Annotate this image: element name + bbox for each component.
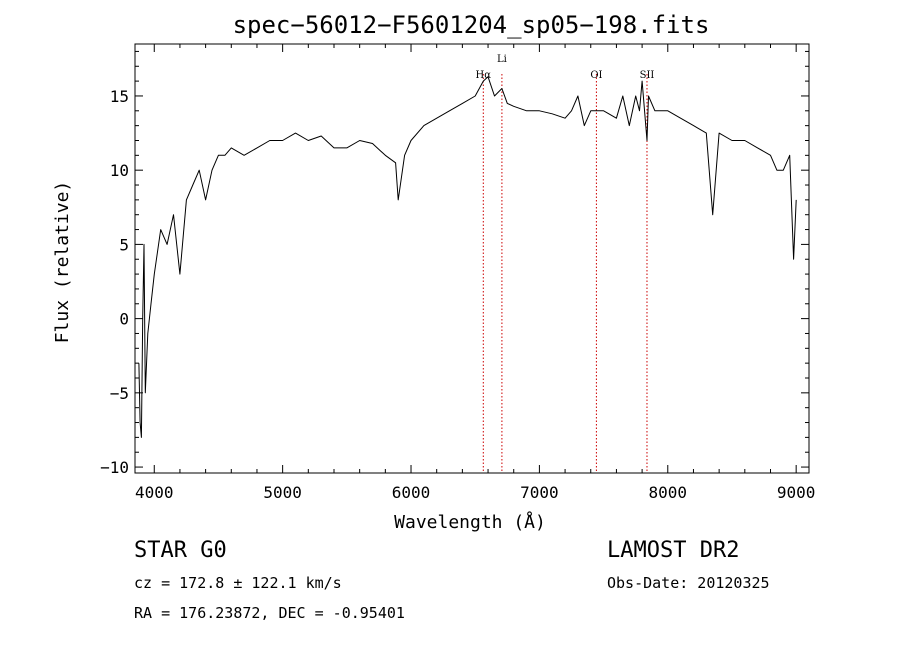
x-tick-label-3: 7000: [520, 483, 559, 502]
ra-dec-coordinates: RA = 176.23872, DEC = -0.95401: [134, 604, 405, 622]
x-tick-label-1: 5000: [263, 483, 302, 502]
chart-title: spec−56012−F5601204_sp05−198.fits: [233, 11, 710, 39]
x-axis-ticks: 4000 5000 6000 7000 8000 9000: [135, 44, 815, 502]
observation-date: Obs-Date: 20120325: [607, 574, 770, 592]
reference-lines: [482, 74, 648, 473]
x-tick-label-0: 4000: [135, 483, 174, 502]
survey-name: LAMOST DR2: [607, 538, 740, 563]
redshift-velocity: cz = 172.8 ± 122.1 km/s: [134, 574, 342, 592]
y-tick-label-3: 5: [119, 235, 129, 254]
y-tick-label-1: −5: [110, 384, 129, 403]
reference-line-label-2: OI: [590, 70, 602, 81]
x-axis-label: Wavelength (Å): [394, 511, 546, 533]
plot-frame: [134, 43, 810, 474]
x-tick-label-2: 6000: [392, 483, 431, 502]
reference-line-labels: Hα Li OI SII: [476, 54, 655, 81]
reference-line-label-3: SII: [640, 70, 655, 81]
reference-line-label-1: Li: [497, 54, 507, 65]
object-class: STAR G0: [134, 538, 227, 563]
y-tick-label-2: 0: [119, 310, 129, 329]
y-axis-label: Flux (relative): [52, 181, 73, 344]
reference-line-label-0: Hα: [476, 70, 492, 81]
x-tick-label-5: 9000: [777, 483, 816, 502]
y-tick-label-5: 15: [110, 87, 129, 106]
y-tick-label-0: −10: [100, 458, 129, 477]
y-axis-ticks: −10 −5 0 5 10 15: [100, 50, 809, 477]
x-tick-label-4: 8000: [649, 483, 688, 502]
spectrum-series-line: [138, 76, 797, 438]
y-tick-label-4: 10: [110, 161, 129, 180]
